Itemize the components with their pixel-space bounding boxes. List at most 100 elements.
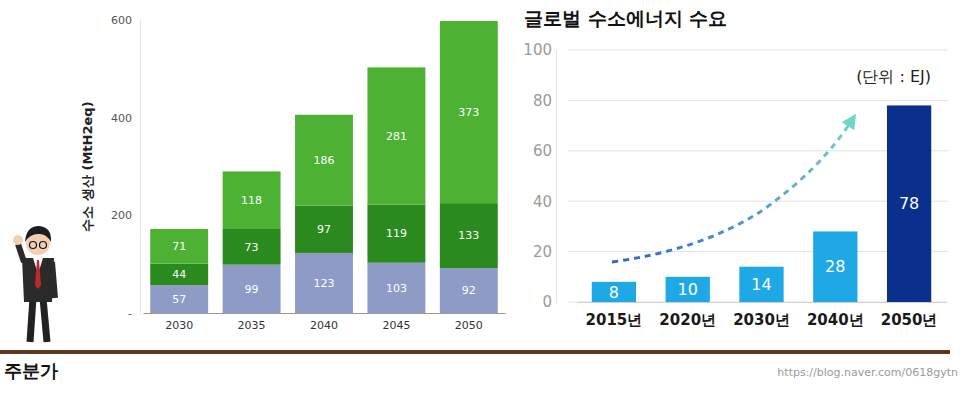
bar-segment — [440, 21, 498, 203]
character-hair — [25, 226, 51, 242]
bar — [887, 105, 931, 302]
left-x-tick: 2030 — [165, 313, 193, 332]
chart-title: 글로벌 수소에너지 수요 — [524, 7, 727, 29]
left-bars — [150, 21, 498, 313]
right-data-labels: 810142878 — [609, 194, 919, 301]
data-label: 103 — [386, 282, 407, 295]
character-tie — [35, 260, 41, 289]
left-x-axis-line — [144, 313, 506, 314]
right-x-tick: 2050년 — [881, 302, 938, 329]
right-x-tick-label: 2015년 — [586, 311, 643, 329]
data-label: 28 — [825, 257, 845, 276]
bar-segment — [223, 229, 281, 265]
left-x-tick-label: 2040 — [310, 319, 338, 332]
left-x-tick: 2035 — [238, 313, 266, 332]
right-x-tick: 2020년 — [659, 302, 716, 329]
grid-line — [568, 50, 948, 51]
character-arm — [18, 244, 24, 262]
right-y-tick: 40 — [533, 193, 556, 211]
left-y-tick: 400 — [111, 112, 140, 125]
right-x-tick: 2015년 — [586, 302, 643, 329]
data-label: 119 — [386, 227, 407, 240]
data-label: 118 — [241, 194, 262, 207]
left-x-axis: 2030 2035 2040 2045 2050 — [144, 313, 506, 332]
right-x-axis-line — [578, 302, 947, 303]
right-y-tick-label: 100 — [523, 41, 552, 59]
data-label: 373 — [458, 106, 479, 119]
annotation: (단위 : EJ) — [856, 67, 931, 86]
left-y-tick-label: 200 — [111, 209, 132, 222]
source-url: https://blog.naver.com/0618gytn — [777, 366, 958, 379]
bar-segment — [150, 264, 208, 285]
data-label: 281 — [386, 130, 407, 143]
left-x-tick-label: 2035 — [238, 319, 266, 332]
right-y-tick: 0 — [542, 293, 556, 311]
data-label: 8 — [609, 283, 619, 302]
bar-segment — [367, 263, 425, 313]
bar-segment — [367, 67, 425, 204]
left-x-tick: 2050 — [455, 313, 483, 332]
bar-segment — [295, 206, 353, 253]
right-x-tick: 2040년 — [807, 302, 864, 329]
left-y-tick-label: 400 — [111, 112, 132, 125]
bar — [813, 231, 857, 302]
right-x-tick-label: 2030년 — [733, 311, 790, 329]
right-y-tick-label: 0 — [542, 293, 552, 311]
left-y-tick: 200 — [111, 209, 140, 222]
left-x-tick-label: 2045 — [382, 319, 410, 332]
right-y-tick: 20 — [533, 243, 556, 261]
data-label: 92 — [462, 284, 476, 297]
bar-segment — [223, 265, 281, 313]
bar-segment — [295, 115, 353, 206]
character — [13, 226, 55, 342]
right-y-tick: 60 — [533, 142, 556, 160]
data-label: 71 — [172, 240, 186, 253]
bar-segment — [440, 203, 498, 268]
left-y-axis-line — [140, 21, 141, 314]
left-y-tick: 600 — [111, 14, 140, 27]
left-x-tick-label: 2050 — [455, 319, 483, 332]
bar-segment — [150, 285, 208, 313]
bar-segment — [295, 253, 353, 313]
bar — [739, 267, 783, 302]
footer-rule — [0, 350, 950, 354]
character-body — [22, 258, 54, 302]
left-y-tick-label: 600 — [111, 14, 132, 27]
character-leg — [30, 298, 33, 342]
right-x-tick-label: 2020년 — [659, 311, 716, 329]
right-bars — [592, 105, 931, 302]
right-x-tick-label: 2050년 — [881, 311, 938, 329]
left-y-axis-title: 수소 생산 (MtH2eq) — [80, 101, 95, 231]
data-label: 44 — [172, 268, 186, 281]
bar — [666, 277, 710, 302]
right-y-tick-label: 20 — [533, 243, 552, 261]
canvas: -20040060020302035204020452050수소 생산 (MtH… — [0, 0, 966, 393]
left-x-tick: 2040 — [310, 313, 338, 332]
data-label: 186 — [314, 154, 335, 167]
bar-segment — [440, 268, 498, 313]
data-label: 73 — [245, 241, 259, 254]
left-x-tick-label: 2030 — [165, 319, 193, 332]
right-y-tick-label: 60 — [533, 142, 552, 160]
character-arm — [52, 262, 55, 298]
data-label: 10 — [678, 280, 698, 299]
right-y-tick-label: 40 — [533, 193, 552, 211]
left-y-axis: - 200 400 600 — [111, 14, 141, 320]
right-y-tick: 100 — [523, 41, 556, 59]
bar-segment — [223, 171, 281, 229]
character-hand — [13, 235, 23, 245]
data-label: 123 — [314, 277, 335, 290]
right-y-tick: 80 — [533, 92, 556, 110]
grid-line — [568, 100, 948, 101]
left-x-tick: 2045 — [382, 313, 410, 332]
right-y-axis: 0 20 40 60 80 100 — [523, 41, 556, 311]
left-y-tick-label: - — [128, 307, 132, 320]
right-y-axis-line — [556, 51, 557, 303]
right-x-tick-label: 2040년 — [807, 311, 864, 329]
left-data-labels: 57991231039244739711913371118186281373 — [172, 106, 479, 306]
character-leg — [43, 298, 47, 342]
right-x-tick: 2030년 — [733, 302, 790, 329]
bar — [592, 282, 636, 302]
brand: 주분가 — [4, 360, 58, 381]
left-y-tick: - — [128, 307, 140, 320]
